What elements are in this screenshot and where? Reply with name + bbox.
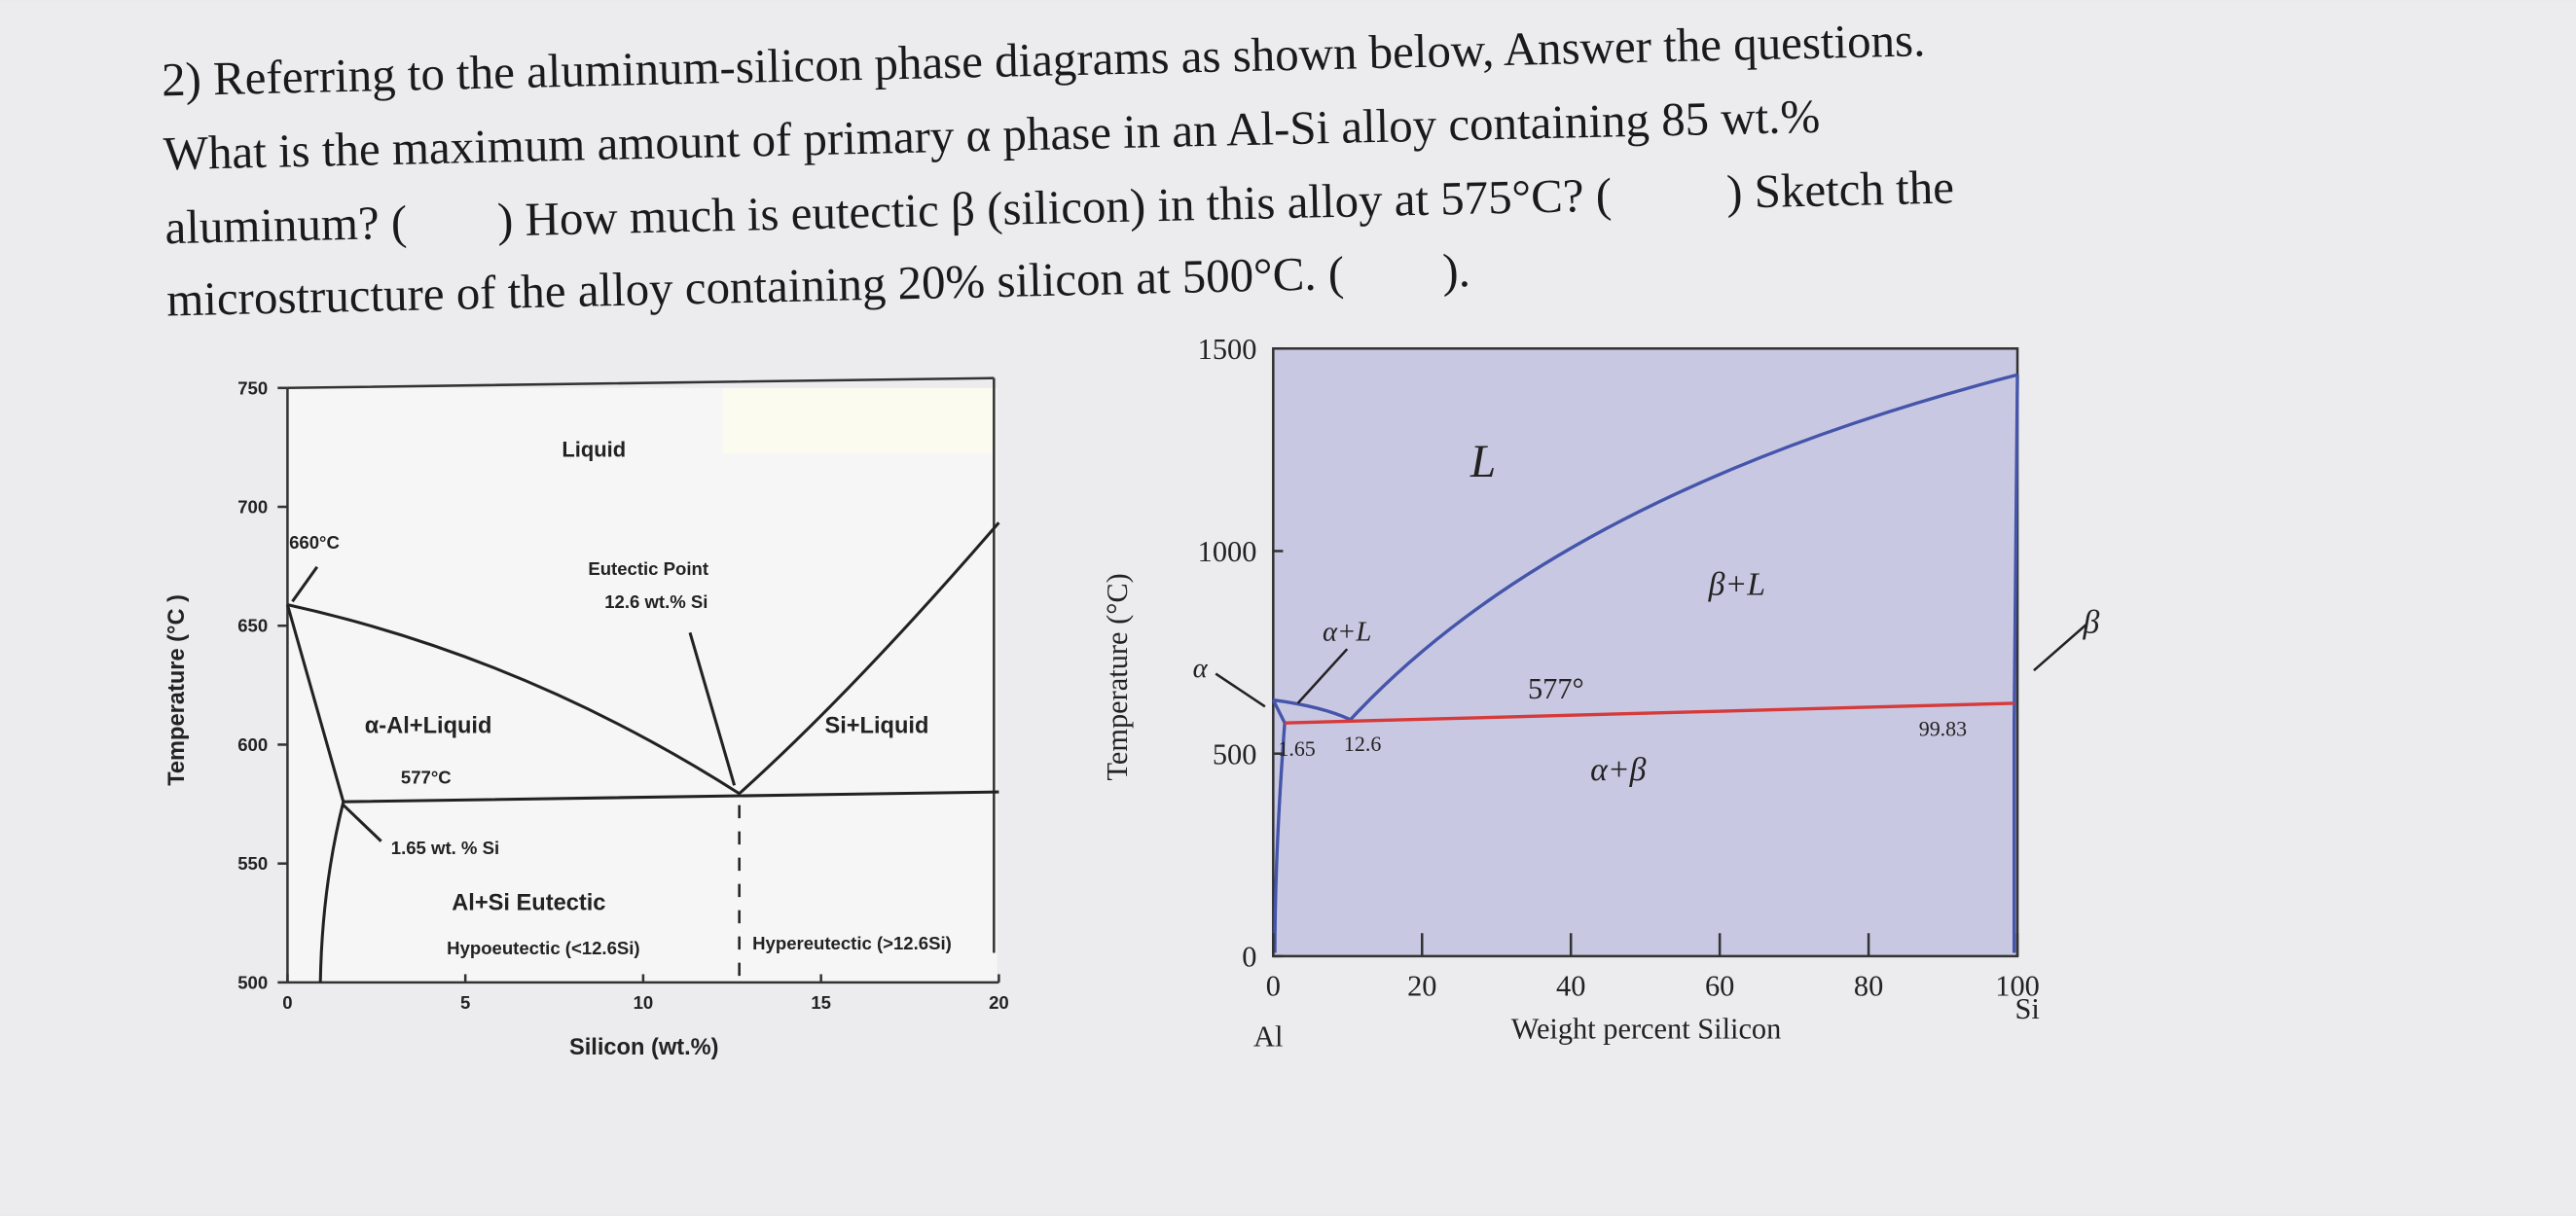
- y-tick-label: 0: [1242, 941, 1256, 974]
- x-tick-label: 100: [1995, 969, 2040, 1002]
- label: Hypereutectic (>12.6Si): [752, 933, 952, 953]
- label: α+β: [1590, 752, 1646, 788]
- label: 577°: [1528, 672, 1584, 705]
- y-axis-label: Temperature (°C ): [164, 594, 190, 786]
- x-tick-label: 10: [634, 992, 654, 1013]
- x-axis-end-label: Al: [1253, 1020, 1283, 1054]
- label: L: [1469, 437, 1496, 487]
- y-tick-label: 1500: [1198, 333, 1257, 366]
- label: α: [1193, 653, 1209, 684]
- label: 1.65: [1278, 736, 1315, 761]
- label: Si+Liquid: [824, 713, 928, 738]
- beta-boundary: [2012, 375, 2019, 953]
- plot-area: [1272, 347, 2019, 958]
- x-tick-label: 5: [460, 992, 470, 1013]
- label: 660°C: [289, 532, 340, 553]
- eutectic-line: [1285, 701, 2014, 725]
- x-tick-label: 15: [811, 992, 831, 1013]
- y-tick-label: 600: [237, 734, 268, 755]
- x-tick-label: 60: [1705, 969, 1734, 1002]
- y-axis-label: Temperature (°C): [1101, 573, 1134, 780]
- label: Eutectic Point: [588, 558, 708, 579]
- y-tick-label: 700: [237, 497, 268, 518]
- x-axis-label: Silicon (wt.%): [569, 1035, 719, 1060]
- x-tick-label: 0: [1266, 969, 1281, 1002]
- label: α+L: [1323, 617, 1371, 648]
- x-tick-label: 80: [1854, 969, 1883, 1002]
- glare: [722, 387, 995, 454]
- axes: [286, 376, 999, 984]
- left-diagram: Liquid 660°C Eutectic Point 12.6 wt.% Si…: [164, 376, 1009, 1060]
- y-tick-label: 550: [237, 853, 268, 874]
- x-axis-label: Weight percent Silicon: [1511, 1012, 1782, 1045]
- label: 99.83: [1919, 717, 1967, 741]
- question-text: ) Sketch the: [1726, 161, 1955, 219]
- x-tick-label: 20: [1407, 969, 1436, 1002]
- pointer: [291, 565, 737, 842]
- label: α-Al+Liquid: [365, 713, 492, 738]
- solvus: [318, 801, 345, 983]
- label: Liquid: [562, 438, 626, 462]
- liquidus: [1273, 373, 2018, 722]
- y-tick-label: 750: [237, 377, 268, 398]
- solvus: [1271, 698, 1287, 953]
- question-text: ).: [1442, 243, 1471, 298]
- y-tick-label: 500: [237, 972, 268, 992]
- x-axis-end-label: Si: [2014, 992, 2039, 1025]
- label: 12.6 wt.% Si: [604, 591, 707, 612]
- right-diagram: L α+L β+L α 577° α+β 1.65 12.6 99.83 β W…: [1101, 333, 2099, 1054]
- label: β: [2083, 604, 2100, 640]
- label: 577°C: [401, 768, 452, 788]
- y-tick-label: 650: [237, 616, 268, 636]
- x-tick-label: 20: [989, 992, 1009, 1013]
- label: Al+Si Eutectic: [452, 891, 605, 916]
- label: Hypoeutectic (<12.6Si): [447, 938, 639, 958]
- liquidus: [287, 521, 1000, 796]
- y-tick-label: 500: [1213, 737, 1257, 770]
- label: 12.6: [1344, 732, 1381, 756]
- x-tick-label: 0: [282, 992, 292, 1013]
- question-text: aluminum? (: [164, 196, 408, 255]
- plot-area: [287, 387, 998, 983]
- label: β+L: [1708, 566, 1765, 602]
- x-tick-label: 40: [1556, 969, 1585, 1002]
- pointer: [1215, 623, 2087, 708]
- label: 1.65 wt. % Si: [391, 838, 499, 858]
- question: 2) Referring to the aluminum-silicon pha…: [161, 13, 1955, 326]
- y-tick-label: 1000: [1198, 535, 1257, 568]
